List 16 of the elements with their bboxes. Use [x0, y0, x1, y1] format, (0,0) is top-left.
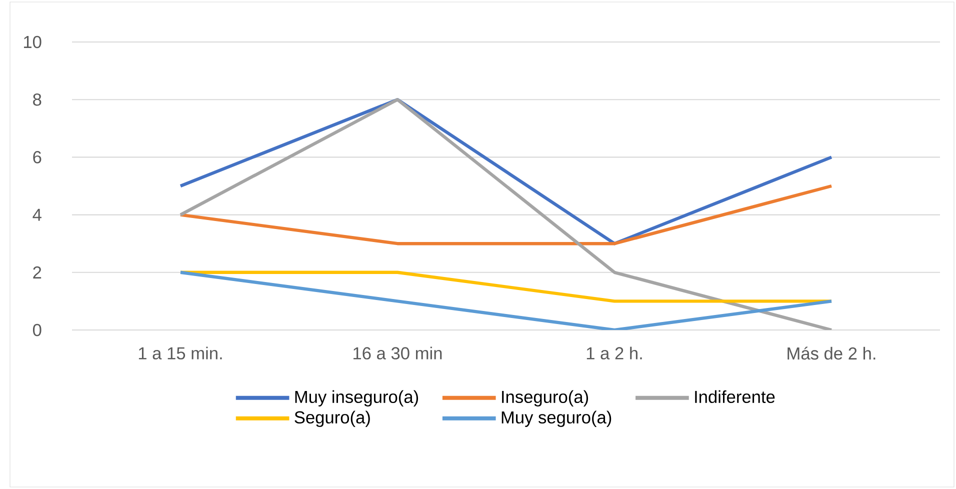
- legend-label: Muy seguro(a): [502, 410, 612, 427]
- legend-label: Inseguro(a): [502, 390, 588, 406]
- x-tick-label: 16 a 30 min: [354, 346, 442, 360]
- y-tick-label: 2: [33, 266, 42, 278]
- y-tick-label: 0: [32, 324, 42, 336]
- y-tick-label: 4: [32, 208, 42, 221]
- legend-label: Indiferente: [695, 390, 775, 404]
- x-tick-label: 1 a 2 h.: [586, 346, 642, 360]
- x-tick-label: Más de 2 h.: [788, 346, 876, 360]
- legend-label: Seguro(a): [294, 410, 370, 427]
- y-tick-label: 8: [33, 93, 42, 106]
- y-tick-label: 10: [24, 36, 42, 48]
- line-series: [178, 98, 834, 330]
- x-tick-label: 1 a 15 min.: [138, 346, 222, 360]
- y-tick-label: 6: [33, 151, 42, 164]
- legend-label: Muy inseguro(a): [295, 390, 418, 406]
